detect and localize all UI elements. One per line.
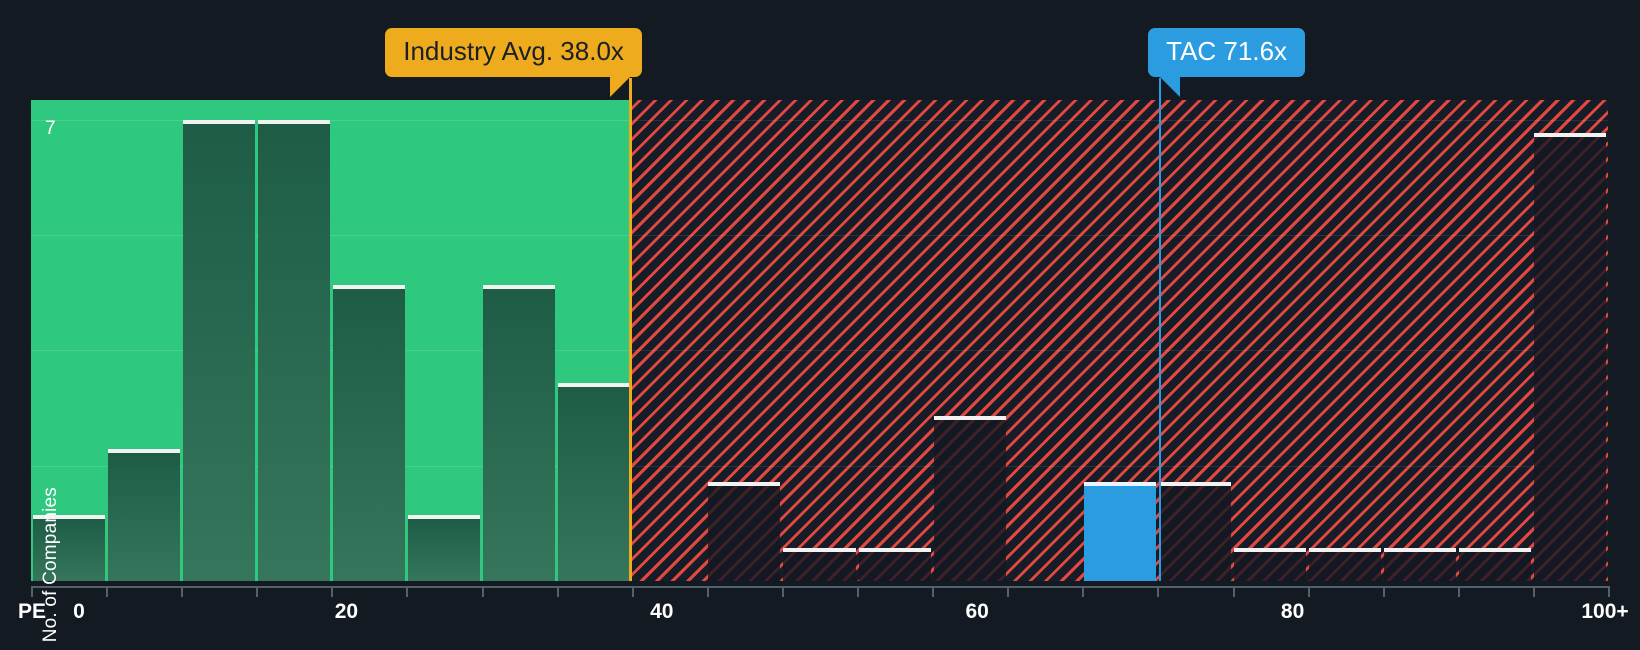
bar-body xyxy=(182,123,255,581)
bar-body xyxy=(558,387,631,581)
x-axis-name: PE xyxy=(17,600,47,623)
histogram-bar[interactable] xyxy=(407,515,481,581)
histogram-bar[interactable] xyxy=(107,449,180,581)
x-axis-tick xyxy=(1307,586,1310,597)
x-axis-tick xyxy=(631,586,634,597)
bar-body xyxy=(1309,552,1382,581)
bar-body xyxy=(257,123,330,581)
histogram-bar[interactable] xyxy=(1234,548,1307,581)
bar-cap xyxy=(1158,482,1232,487)
x-axis-tick xyxy=(331,586,334,597)
histogram-bar[interactable] xyxy=(1384,548,1457,581)
bar-cap xyxy=(1234,548,1307,553)
x-axis-tick xyxy=(1532,586,1535,597)
bar-body xyxy=(1234,552,1307,581)
bar-body xyxy=(107,453,180,581)
bar-body xyxy=(708,486,781,581)
bar-body xyxy=(483,288,556,581)
x-axis-tick-label: 0 xyxy=(73,600,85,623)
x-axis-tick xyxy=(1232,586,1235,597)
bar-body xyxy=(1158,486,1232,581)
x-axis-tick xyxy=(857,586,860,597)
x-axis-tick xyxy=(932,586,935,597)
histogram-bar[interactable] xyxy=(1309,548,1382,581)
x-axis-tick-label: 40 xyxy=(650,600,674,623)
x-axis-tick-label: 60 xyxy=(965,600,989,623)
bar-body xyxy=(32,519,105,581)
x-axis-tick xyxy=(181,586,184,597)
x-axis-tick xyxy=(1608,586,1610,597)
x-axis-tick xyxy=(781,586,784,597)
bar-cap xyxy=(1459,548,1532,553)
bar-cap xyxy=(1083,482,1156,487)
bar-body xyxy=(332,288,405,581)
x-axis-tick-label: 100+ xyxy=(1581,600,1629,623)
company-pe-callout-label: TAC 71.6x xyxy=(1166,36,1288,66)
x-axis-tick-label: 80 xyxy=(1280,600,1305,623)
industry-average-callout[interactable]: Industry Avg. 38.0x xyxy=(385,28,642,98)
company-pe-marker-line xyxy=(1159,78,1162,581)
bar-cap xyxy=(257,119,330,124)
bar-cap xyxy=(32,515,105,520)
bar-body xyxy=(407,519,481,581)
callout-tail xyxy=(609,75,632,98)
histogram-bar[interactable] xyxy=(858,548,931,581)
histogram-bar[interactable] xyxy=(1459,548,1532,581)
histogram-bar[interactable] xyxy=(1534,132,1607,581)
x-axis-tick xyxy=(256,586,259,597)
bar-body xyxy=(1534,136,1607,581)
histogram-bar[interactable] xyxy=(933,416,1006,581)
histogram-bar[interactable] xyxy=(32,515,105,581)
bar-cap xyxy=(1384,548,1457,553)
x-axis-tick-label: 20 xyxy=(334,600,359,623)
bar-cap xyxy=(332,284,405,289)
bar-cap xyxy=(708,482,781,487)
bar-cap xyxy=(558,383,631,388)
callout-tail xyxy=(1158,75,1181,98)
histogram-bars xyxy=(31,100,1608,581)
x-axis-tick xyxy=(406,586,409,597)
x-axis-tick xyxy=(1157,586,1160,597)
x-axis-line xyxy=(31,586,1608,588)
bar-body xyxy=(933,420,1006,581)
histogram-bar[interactable] xyxy=(1158,482,1232,581)
industry-average-callout-label: Industry Avg. 38.0x xyxy=(403,36,624,66)
x-axis-tick xyxy=(556,586,559,597)
x-axis-tick xyxy=(106,586,109,597)
bar-cap xyxy=(107,449,180,454)
bar-cap xyxy=(858,548,931,553)
x-axis-tick xyxy=(31,586,33,597)
histogram-bar[interactable] xyxy=(558,383,631,581)
x-axis-tick xyxy=(481,586,484,597)
industry-average-marker-line xyxy=(629,78,633,581)
histogram-bar[interactable] xyxy=(483,284,556,581)
x-axis-tick xyxy=(1457,586,1460,597)
bar-cap xyxy=(1534,132,1607,137)
bar-body xyxy=(1384,552,1457,581)
bar-cap xyxy=(933,416,1006,421)
x-axis-tick xyxy=(1007,586,1010,597)
x-axis-tick xyxy=(1382,586,1385,597)
x-axis-tick xyxy=(1082,586,1085,597)
bar-body xyxy=(1459,552,1532,581)
x-axis-tick xyxy=(706,586,709,597)
histogram-bar[interactable] xyxy=(182,119,255,581)
company-pe-callout[interactable]: TAC 71.6x xyxy=(1148,28,1306,98)
histogram-bar[interactable] xyxy=(708,482,781,581)
histogram-bar[interactable] xyxy=(332,284,405,581)
bar-cap xyxy=(407,515,481,520)
histogram-bar[interactable] xyxy=(783,548,856,581)
histogram-bar[interactable] xyxy=(1083,482,1156,581)
bar-body xyxy=(1083,486,1156,581)
bar-body xyxy=(858,552,931,581)
bar-cap xyxy=(182,119,255,124)
bar-cap xyxy=(783,548,856,553)
bar-cap xyxy=(1309,548,1382,553)
plot-area xyxy=(31,100,1608,581)
bar-cap xyxy=(483,284,556,289)
bar-body xyxy=(783,552,856,581)
histogram-bar[interactable] xyxy=(257,119,330,581)
